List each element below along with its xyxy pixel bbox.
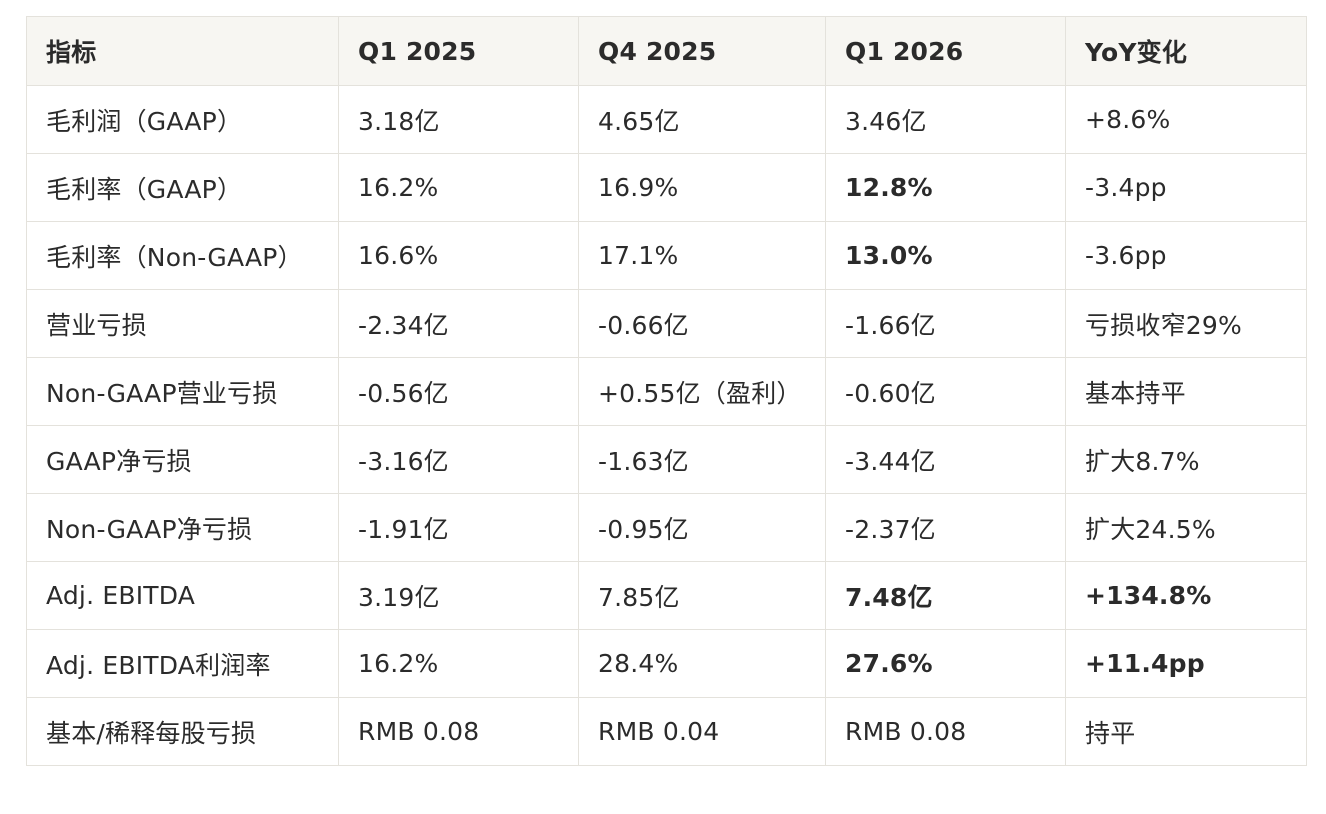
- q1-2025-cell: 16.2%: [338, 153, 579, 222]
- metric-cell: GAAP净亏损: [26, 425, 339, 494]
- yoy-change-cell: -3.4pp: [1065, 153, 1307, 222]
- table-row: Adj. EBITDA 3.19亿 7.85亿 7.48亿 +134.8%: [26, 561, 1307, 630]
- yoy-change-cell: +134.8%: [1065, 561, 1307, 630]
- metric-cell: Non-GAAP净亏损: [26, 493, 339, 562]
- q1-2025-cell: -0.56亿: [338, 357, 579, 426]
- q4-2025-cell: -0.95亿: [578, 493, 826, 562]
- header-metric: 指标: [26, 16, 339, 86]
- table-row: 毛利润（GAAP） 3.18亿 4.65亿 3.46亿 +8.6%: [26, 85, 1307, 154]
- q1-2026-cell: -0.60亿: [825, 357, 1066, 426]
- q4-2025-cell: +0.55亿（盈利）: [578, 357, 826, 426]
- header-q4-2025: Q4 2025: [578, 16, 826, 86]
- yoy-change-cell: 亏损收窄29%: [1065, 289, 1307, 358]
- metric-cell: Adj. EBITDA利润率: [26, 629, 339, 698]
- yoy-change-cell: +11.4pp: [1065, 629, 1307, 698]
- q1-2026-cell: RMB 0.08: [825, 697, 1066, 766]
- yoy-change-cell: +8.6%: [1065, 85, 1307, 154]
- metric-cell: 营业亏损: [26, 289, 339, 358]
- yoy-change-cell: 持平: [1065, 697, 1307, 766]
- metric-cell: 毛利率（Non-GAAP）: [26, 221, 339, 290]
- q1-2026-cell: 7.48亿: [825, 561, 1066, 630]
- q1-2025-cell: -3.16亿: [338, 425, 579, 494]
- q1-2025-cell: -1.91亿: [338, 493, 579, 562]
- table-row: Non-GAAP营业亏损 -0.56亿 +0.55亿（盈利） -0.60亿 基本持平: [26, 357, 1307, 426]
- table-row: 基本/稀释每股亏损 RMB 0.08 RMB 0.04 RMB 0.08 持平: [26, 697, 1307, 766]
- metric-cell: Adj. EBITDA: [26, 561, 339, 630]
- yoy-change-cell: 扩大8.7%: [1065, 425, 1307, 494]
- metric-cell: 基本/稀释每股亏损: [26, 697, 339, 766]
- table-row: GAAP净亏损 -3.16亿 -1.63亿 -3.44亿 扩大8.7%: [26, 425, 1307, 494]
- q1-2026-cell: 13.0%: [825, 221, 1066, 290]
- q1-2026-cell: 3.46亿: [825, 85, 1066, 154]
- q1-2026-cell: 27.6%: [825, 629, 1066, 698]
- q1-2025-cell: RMB 0.08: [338, 697, 579, 766]
- header-yoy-change: YoY变化: [1065, 16, 1307, 86]
- table-row: Non-GAAP净亏损 -1.91亿 -0.95亿 -2.37亿 扩大24.5%: [26, 493, 1307, 562]
- q4-2025-cell: 17.1%: [578, 221, 826, 290]
- header-q1-2025: Q1 2025: [338, 16, 579, 86]
- q1-2026-cell: 12.8%: [825, 153, 1066, 222]
- q4-2025-cell: 16.9%: [578, 153, 826, 222]
- financial-metrics-table: 指标 Q1 2025 Q4 2025 Q1 2026 YoY变化 毛利润（GAA…: [26, 16, 1307, 766]
- table-header-row: 指标 Q1 2025 Q4 2025 Q1 2026 YoY变化: [26, 16, 1307, 86]
- q1-2026-cell: -1.66亿: [825, 289, 1066, 358]
- metric-cell: Non-GAAP营业亏损: [26, 357, 339, 426]
- financial-table-container: 指标 Q1 2025 Q4 2025 Q1 2026 YoY变化 毛利润（GAA…: [26, 16, 1307, 766]
- q4-2025-cell: 4.65亿: [578, 85, 826, 154]
- header-q1-2026: Q1 2026: [825, 16, 1066, 86]
- metric-cell: 毛利润（GAAP）: [26, 85, 339, 154]
- metric-cell: 毛利率（GAAP）: [26, 153, 339, 222]
- q1-2026-cell: -3.44亿: [825, 425, 1066, 494]
- q4-2025-cell: 7.85亿: [578, 561, 826, 630]
- q1-2025-cell: 3.18亿: [338, 85, 579, 154]
- table-row: Adj. EBITDA利润率 16.2% 28.4% 27.6% +11.4pp: [26, 629, 1307, 698]
- table-row: 营业亏损 -2.34亿 -0.66亿 -1.66亿 亏损收窄29%: [26, 289, 1307, 358]
- q1-2025-cell: 3.19亿: [338, 561, 579, 630]
- yoy-change-cell: -3.6pp: [1065, 221, 1307, 290]
- q1-2026-cell: -2.37亿: [825, 493, 1066, 562]
- table-body: 毛利润（GAAP） 3.18亿 4.65亿 3.46亿 +8.6% 毛利率（GAAP） 16…: [26, 85, 1307, 766]
- q1-2025-cell: -2.34亿: [338, 289, 579, 358]
- q1-2025-cell: 16.2%: [338, 629, 579, 698]
- q1-2025-cell: 16.6%: [338, 221, 579, 290]
- q4-2025-cell: RMB 0.04: [578, 697, 826, 766]
- yoy-change-cell: 基本持平: [1065, 357, 1307, 426]
- yoy-change-cell: 扩大24.5%: [1065, 493, 1307, 562]
- q4-2025-cell: -0.66亿: [578, 289, 826, 358]
- table-row: 毛利率（GAAP） 16.2% 16.9% 12.8% -3.4pp: [26, 153, 1307, 222]
- q4-2025-cell: -1.63亿: [578, 425, 826, 494]
- q4-2025-cell: 28.4%: [578, 629, 826, 698]
- table-row: 毛利率（Non-GAAP） 16.6% 17.1% 13.0% -3.6pp: [26, 221, 1307, 290]
